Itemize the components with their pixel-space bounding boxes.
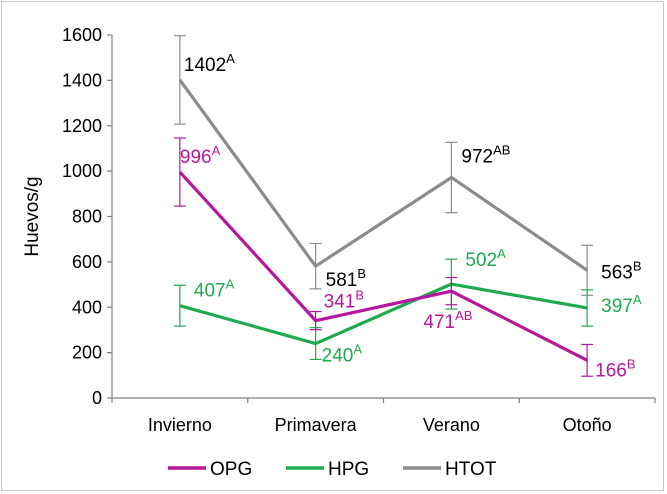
- data-label-opg: 996A: [180, 143, 221, 168]
- y-tick-label: 1000: [62, 161, 102, 181]
- series-line: [178, 78, 589, 272]
- legend: OPG HPG HTOT: [168, 459, 497, 480]
- series-htot: [173, 35, 594, 296]
- legend-label: HTOT: [445, 459, 497, 480]
- legend-label: OPG: [210, 459, 252, 480]
- series-line: [178, 170, 588, 362]
- x-tick-label: Verano: [423, 415, 480, 435]
- series-group: [173, 35, 594, 377]
- data-label-hpg: 502A: [465, 246, 506, 271]
- series-line: [179, 282, 588, 346]
- x-axis-tick-labels: Invierno Primavera Verano Otoño: [148, 415, 612, 435]
- y-tick-label: 600: [72, 252, 102, 272]
- data-label-htot: 972AB: [461, 142, 510, 167]
- y-axis-ticks: [107, 34, 656, 403]
- data-label-opg: 471AB: [423, 308, 472, 333]
- y-tick-label: 200: [72, 343, 102, 363]
- data-label-hpg: 407A: [194, 277, 235, 302]
- y-axis-label: Huevos/g: [22, 176, 43, 256]
- y-tick-label: 800: [72, 207, 102, 227]
- data-label-htot: 1402A: [184, 51, 235, 76]
- series-opg: [173, 137, 594, 377]
- y-tick-label: 1200: [62, 116, 102, 136]
- data-label-opg: 166B: [595, 356, 635, 381]
- x-tick-label: Primavera: [275, 415, 358, 435]
- data-label-hpg: 240A: [322, 342, 363, 367]
- legend-item-hpg: HPG: [286, 459, 369, 480]
- axes: [111, 35, 655, 399]
- y-tick-label: 1400: [62, 70, 102, 90]
- y-axis-tick-labels: 0 200 400 600 800 1000 1200 1400 1600: [62, 25, 102, 408]
- y-tick-label: 400: [72, 297, 102, 317]
- data-label-htot: 563B: [601, 258, 641, 283]
- legend-item-opg: OPG: [168, 459, 252, 480]
- data-label-hpg: 397A: [601, 292, 642, 317]
- data-label-opg: 341B: [324, 288, 364, 313]
- series-hpg: [173, 258, 594, 361]
- y-tick-label: 0: [92, 388, 102, 408]
- legend-item-htot: HTOT: [403, 459, 497, 480]
- data-labels: 996A 341B 471AB 166B 407A 240A 502A 397A 1402A 58…: [180, 51, 642, 381]
- y-tick-label: 1600: [62, 25, 102, 45]
- x-tick-label: Invierno: [148, 415, 212, 435]
- data-label-htot: 581B: [326, 266, 366, 291]
- legend-label: HPG: [328, 459, 369, 480]
- x-tick-label: Otoño: [563, 415, 612, 435]
